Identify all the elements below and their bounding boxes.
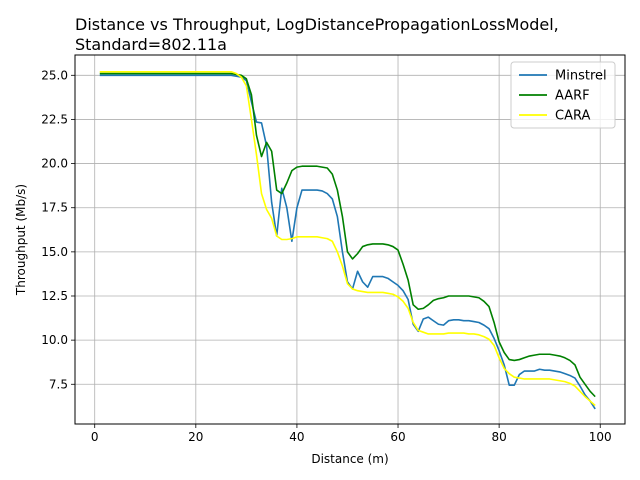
- series-line-cara: [99, 70, 596, 407]
- legend-label: AARF: [555, 89, 590, 104]
- y-tick-label: 7.5: [49, 377, 68, 391]
- grid-lines: [75, 55, 625, 424]
- x-axis-label: Distance (m): [311, 452, 388, 466]
- x-tick-label: 40: [289, 430, 304, 444]
- chart-title-line-2: Standard=802.11a: [75, 35, 227, 54]
- y-tick-label: 12.5: [41, 289, 68, 303]
- legend-label: Minstrel: [555, 69, 607, 84]
- y-axis-label: Throughput (Mb/s): [14, 184, 28, 296]
- series-line-aarf: [99, 72, 596, 398]
- x-tick-label: 20: [188, 430, 203, 444]
- series-lines: [99, 70, 596, 410]
- legend-label: CARA: [555, 109, 590, 124]
- y-tick-label: 10.0: [41, 333, 68, 347]
- x-tick-label: 60: [390, 430, 405, 444]
- y-tick-label: 22.5: [41, 112, 68, 126]
- plot-area-frame: [74, 54, 626, 425]
- x-tick-label: 100: [589, 430, 612, 444]
- series-line-minstrel: [99, 74, 596, 410]
- y-tick-label: 25.0: [41, 68, 68, 82]
- y-tick-label: 20.0: [41, 157, 68, 171]
- chart-title-line-1: Distance vs Throughput, LogDistancePropa…: [75, 15, 559, 34]
- y-tick-label: 15.0: [41, 245, 68, 259]
- legend: Minstrel AARF CARA: [510, 61, 616, 129]
- y-tick-label: 17.5: [41, 201, 68, 215]
- x-tick-label: 0: [91, 430, 99, 444]
- legend-box: [510, 61, 616, 129]
- x-tick-label: 80: [491, 430, 506, 444]
- axis-ticks: 0 20 40 60 80 100 7.5 10.0 12.5 15.0 17.5 20.0 22.5 2…: [41, 68, 611, 444]
